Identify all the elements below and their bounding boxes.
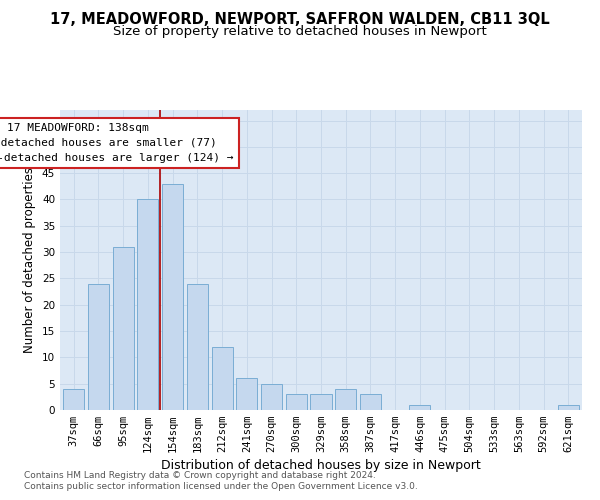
Bar [335,389,356,410]
Bar [162,184,183,410]
Bar [261,384,282,410]
Bar [212,347,233,410]
Bar [137,200,158,410]
Text: 17 MEADOWFORD: 138sqm
← 38% of detached houses are smaller (77)
62% of semi-deta: 17 MEADOWFORD: 138sqm ← 38% of detached … [0,123,233,163]
Text: Contains HM Land Registry data © Crown copyright and database right 2024.: Contains HM Land Registry data © Crown c… [24,471,376,480]
Bar [88,284,109,410]
Y-axis label: Number of detached properties: Number of detached properties [23,167,37,353]
Text: Contains public sector information licensed under the Open Government Licence v3: Contains public sector information licen… [24,482,418,491]
Text: 17, MEADOWFORD, NEWPORT, SAFFRON WALDEN, CB11 3QL: 17, MEADOWFORD, NEWPORT, SAFFRON WALDEN,… [50,12,550,28]
Bar [360,394,381,410]
X-axis label: Distribution of detached houses by size in Newport: Distribution of detached houses by size … [161,460,481,472]
Bar [409,404,430,410]
Bar [286,394,307,410]
Bar [187,284,208,410]
Bar [113,247,134,410]
Bar [236,378,257,410]
Text: Size of property relative to detached houses in Newport: Size of property relative to detached ho… [113,25,487,38]
Bar [310,394,332,410]
Bar [63,389,84,410]
Bar [558,404,579,410]
